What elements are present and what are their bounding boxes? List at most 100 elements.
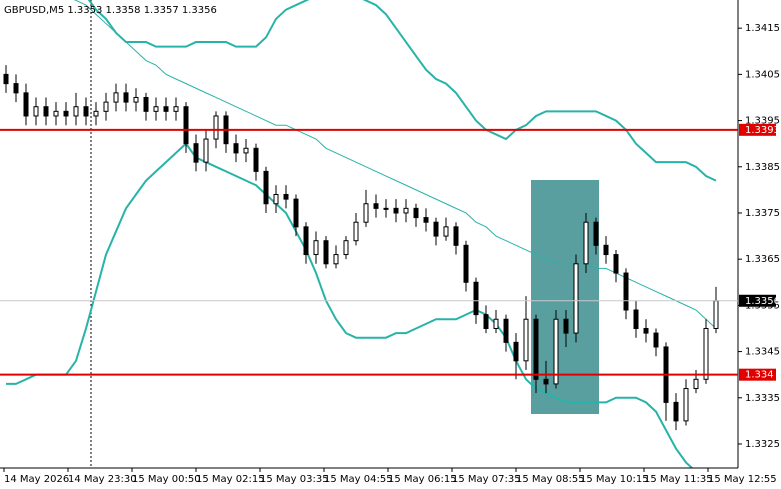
candle-body <box>3 73 9 85</box>
level-label-box <box>739 123 776 136</box>
candle-body <box>113 92 119 103</box>
candle-body <box>403 207 409 214</box>
candle-body <box>463 244 469 283</box>
candle-body <box>633 309 639 329</box>
candle-body <box>483 314 489 329</box>
level-label: 1.3393 <box>745 125 780 136</box>
candle-body <box>123 92 129 103</box>
candle-body <box>423 217 429 223</box>
candle-body <box>283 193 289 200</box>
candle-body <box>643 327 649 334</box>
candle-body <box>303 226 309 256</box>
candle-body <box>193 143 199 163</box>
candle-body <box>593 221 599 246</box>
candle-body <box>393 207 399 214</box>
candle-body <box>253 147 259 172</box>
candle-body <box>473 281 479 316</box>
bollinger-band <box>87 0 717 182</box>
level-label: 1.334 <box>745 370 774 381</box>
candle-body <box>183 106 189 145</box>
candle-body <box>373 203 379 209</box>
candle-body <box>583 221 589 265</box>
bollinger-band <box>6 142 694 468</box>
candle-body <box>83 106 89 117</box>
candle-body <box>683 388 689 422</box>
x-tick-label: 15 May 11:35 <box>644 474 713 485</box>
x-tick-label: 15 May 02:15 <box>196 474 265 485</box>
y-tick-label: 1.3365 <box>745 254 780 265</box>
y-tick-label: 1.3405 <box>745 69 780 80</box>
candle-body <box>153 106 159 112</box>
candle-body <box>553 318 559 385</box>
candle-body <box>533 318 539 380</box>
candle-body <box>433 221 439 237</box>
candle-body <box>133 96 139 103</box>
candle-body <box>363 203 369 223</box>
candle-body <box>43 106 49 117</box>
y-tick-label: 1.3385 <box>745 162 780 173</box>
candle-body <box>333 254 339 265</box>
candle-body <box>263 170 269 205</box>
candle-body <box>493 318 499 329</box>
candle-body <box>213 115 219 140</box>
candle-body <box>203 138 209 163</box>
y-tick-label: 1.3335 <box>745 393 780 404</box>
x-tick-label: 15 May 07:35 <box>452 474 521 485</box>
candle-body <box>353 221 359 242</box>
candle-body <box>383 207 389 210</box>
candle-body <box>443 226 449 237</box>
highlight-zone <box>531 180 599 414</box>
x-tick-label: 14 May 2026 <box>4 474 69 485</box>
level-label-box <box>739 368 776 381</box>
candle-body <box>53 110 59 117</box>
y-tick-label: 1.3415 <box>745 23 780 34</box>
candle-body <box>23 92 29 117</box>
chart-title: GBPUSD,M5 1.3353 1.3358 1.3357 1.3356 <box>4 5 217 16</box>
x-tick-label: 15 May 10:15 <box>580 474 649 485</box>
candle-body <box>273 193 279 205</box>
candle-body <box>623 272 629 311</box>
candle-body <box>503 318 509 343</box>
candle-body <box>13 83 19 94</box>
x-tick-label: 15 May 08:55 <box>516 474 585 485</box>
x-tick-label: 15 May 04:55 <box>324 474 393 485</box>
bollinger-band <box>73 0 717 329</box>
candle-body <box>233 143 239 154</box>
candle-body <box>653 332 659 348</box>
candle-body <box>73 106 79 117</box>
candle-body <box>293 198 299 228</box>
candle-body <box>243 147 249 154</box>
x-tick-label: 14 May 23:30 <box>68 474 137 485</box>
candle-body <box>543 378 549 385</box>
candle-body <box>563 318 569 334</box>
x-tick-label: 15 May 00:50 <box>132 474 201 485</box>
y-tick-label: 1.3345 <box>745 347 780 358</box>
candle-body <box>603 244 609 256</box>
candle-body <box>323 240 329 265</box>
candle-body <box>143 96 149 112</box>
current-price-label: 1.3356 <box>745 296 780 307</box>
candle-body <box>523 318 529 362</box>
x-tick-label: 15 May 06:15 <box>388 474 457 485</box>
candle-body <box>713 300 719 329</box>
candle-body <box>573 263 579 334</box>
candle-body <box>103 101 109 112</box>
candle-body <box>413 207 419 219</box>
candle-body <box>453 226 459 246</box>
candle-body <box>63 110 69 117</box>
candle-body <box>93 110 99 117</box>
x-tick-label: 15 May 03:35 <box>260 474 329 485</box>
candle-body <box>33 106 39 117</box>
candle-body <box>173 106 179 112</box>
candle-body <box>673 401 679 422</box>
candle-body <box>343 240 349 256</box>
y-tick-label: 1.3325 <box>745 439 780 450</box>
candle-body <box>163 106 169 112</box>
x-tick-label: 15 May 12:55 <box>708 474 777 485</box>
candle-body <box>313 240 319 256</box>
candle-body <box>703 327 709 380</box>
price-label-box <box>739 294 776 307</box>
plot-area <box>3 0 719 468</box>
candle-body <box>613 254 619 274</box>
